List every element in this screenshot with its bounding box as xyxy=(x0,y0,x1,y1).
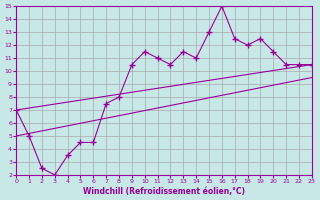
X-axis label: Windchill (Refroidissement éolien,°C): Windchill (Refroidissement éolien,°C) xyxy=(83,187,245,196)
